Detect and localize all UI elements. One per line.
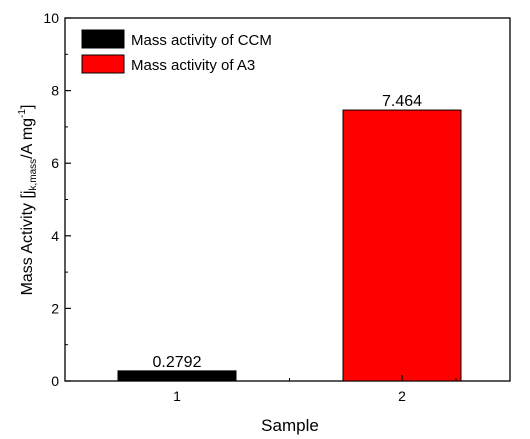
svg-text:Mass Activity [jk,mass/A mg-1]: Mass Activity [jk,mass/A mg-1]: [17, 105, 39, 296]
y-label-tail: /A mg: [19, 118, 36, 159]
bar-sample-2: [342, 109, 462, 382]
y-label-sub: k,mass: [28, 159, 39, 191]
y-label-main: Mass Activity [j: [19, 191, 36, 296]
y-tick-label: 4: [51, 228, 59, 244]
y-label-sup: -1: [17, 109, 28, 118]
legend-swatch-2: [81, 54, 125, 74]
bars-layer: 0.2792 7.464: [117, 93, 462, 382]
legend-swatch-1: [81, 29, 125, 49]
y-tick-label: 8: [51, 83, 59, 99]
x-tick-label-1: 1: [173, 388, 181, 404]
x-tick-label-2: 2: [398, 388, 406, 404]
legend: Mass activity of CCM Mass activity of A3: [81, 29, 272, 74]
data-label-sample-1: 0.2792: [153, 354, 202, 371]
legend-label-2: Mass activity of A3: [131, 57, 255, 74]
y-label-end: ]: [19, 105, 36, 109]
x-axis-label: Sample: [261, 416, 319, 435]
y-axis-label: Mass Activity [jk,mass/A mg-1]: [17, 105, 39, 296]
y-tick-label: 6: [51, 155, 59, 171]
data-label-sample-2: 7.464: [382, 93, 422, 110]
y-tick-label: 10: [43, 10, 59, 26]
y-tick-label: 0: [51, 373, 59, 389]
y-tick-label: 2: [51, 300, 59, 316]
legend-label-1: Mass activity of CCM: [131, 32, 272, 49]
